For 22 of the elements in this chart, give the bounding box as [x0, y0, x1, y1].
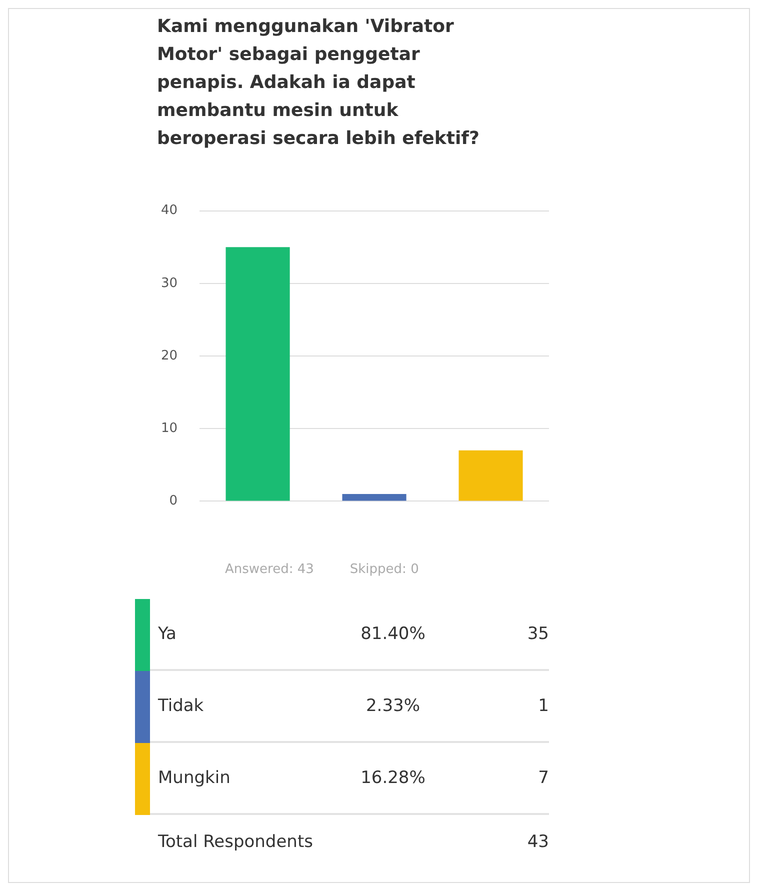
text: Ya [157, 624, 178, 644]
bar [458, 450, 523, 501]
y-tick-label: 40 [160, 203, 178, 218]
text: Skipped: 0 [350, 562, 419, 577]
y-tick-label: 10 [160, 420, 178, 436]
y-tick-label: 20 [160, 348, 178, 364]
text: 81.40% [360, 624, 426, 644]
text: Answered: 43 [225, 562, 314, 577]
text: Mungkin [157, 768, 232, 788]
text: 2.33% [364, 696, 421, 716]
chart-title: Kami menggunakan 'Vibrator Motor' sebagai penggetar penapis. Adakah ia dapat membantu mesin untuk beroperasi secara lebih efektif? [157, 15, 480, 151]
y-tick-label: 30 [160, 276, 178, 291]
bar [226, 247, 290, 501]
text: 35 [526, 624, 549, 644]
text: Total Respondents [157, 831, 314, 854]
text: 1 [537, 696, 549, 716]
text: 7 [537, 768, 549, 788]
y-tick-label: 0 [169, 494, 178, 509]
text: 16.28% [360, 768, 426, 788]
text: 43 [526, 831, 549, 854]
text: Tidak [157, 696, 205, 716]
bar [342, 494, 406, 501]
